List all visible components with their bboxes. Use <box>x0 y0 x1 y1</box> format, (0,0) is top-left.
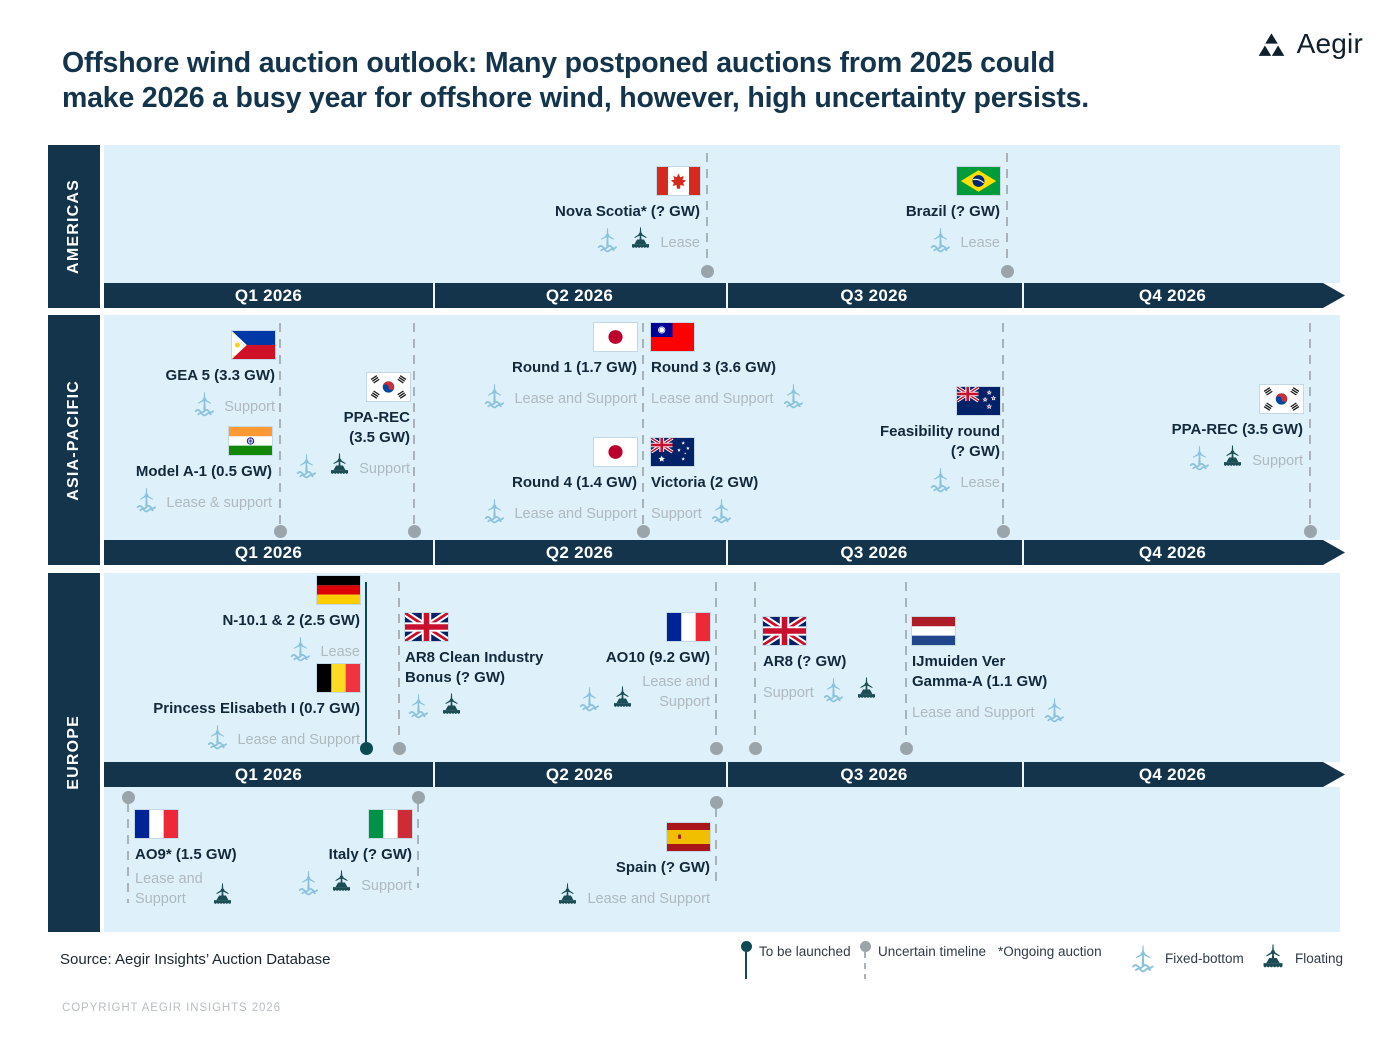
quarter-divider <box>433 540 435 565</box>
band-asia-pacific: ASIA-PACIFIC Q1 2026 Q2 2026 Q3 2026 Q4 202… <box>48 315 1347 565</box>
band-content <box>104 315 1340 540</box>
quarter-label-q4: Q4 2026 <box>1138 542 1207 562</box>
quarter-label-q1: Q1 2026 <box>234 542 303 562</box>
legend-uncertain-timeline: Uncertain timeline <box>859 941 986 979</box>
uncertain-timeline-dot <box>996 524 1010 538</box>
quarter-label-q2: Q2 2026 <box>545 285 614 305</box>
uncertain-timeline-line <box>641 323 645 524</box>
band-content <box>104 145 1340 283</box>
quarter-label-q1: Q1 2026 <box>234 285 303 305</box>
quarter-bar-americas: Q1 2026 Q2 2026 Q3 2026 Q4 2026 <box>104 283 1345 308</box>
title-line-1: Offshore wind auction outlook: Many post… <box>62 47 1056 79</box>
legend-to-be-launched: To be launched <box>740 941 851 979</box>
legend-fixed-bottom: Fixed-bottom <box>1128 943 1244 973</box>
quarter-divider <box>1022 540 1024 565</box>
uncertain-timeline-dot <box>709 741 723 755</box>
band-content-below <box>104 787 1340 932</box>
quarter-label-q2: Q2 2026 <box>545 764 614 784</box>
title-line-2: make 2026 a busy year for offshore wind,… <box>62 82 1089 114</box>
uncertain-timeline-dot <box>273 524 287 538</box>
quarter-bar-asia-pacific: Q1 2026 Q2 2026 Q3 2026 Q4 2026 <box>104 540 1345 565</box>
quarter-divider <box>433 762 435 787</box>
uncertain-timeline-line <box>714 808 718 888</box>
uncertain-timeline-marker-icon <box>859 941 871 979</box>
uncertain-timeline-line <box>1005 153 1009 265</box>
band-americas: AMERICAS Q1 2026 Q2 2026 Q3 2026 Q4 2026 <box>48 145 1347 308</box>
quarter-label-q3: Q3 2026 <box>840 764 908 784</box>
uncertain-timeline-line <box>1001 323 1005 524</box>
floating-turbine-icon <box>1258 943 1288 973</box>
quarter-bar-europe: Q1 2026 Q2 2026 Q3 2026 Q4 2026 <box>104 762 1345 787</box>
quarter-label-q2: Q2 2026 <box>545 542 614 562</box>
uncertain-timeline-line <box>714 582 718 742</box>
aegir-logo: Aegir <box>1255 28 1363 60</box>
uncertain-timeline-line <box>397 582 401 742</box>
region-sidebar-asia-pacific: ASIA-PACIFIC <box>48 315 100 565</box>
legend-ongoing-auction: *Ongoing auction <box>998 944 1102 959</box>
legend-floating: Floating <box>1258 943 1343 973</box>
region-label: EUROPE <box>65 715 82 790</box>
uncertain-timeline-line <box>126 803 130 903</box>
quarter-divider <box>1022 762 1024 787</box>
uncertain-timeline-dot <box>748 741 762 755</box>
to-be-launched-dot <box>359 741 373 755</box>
uncertain-timeline-dot <box>709 795 723 809</box>
uncertain-timeline-line <box>278 323 282 524</box>
region-label: AMERICAS <box>65 179 82 274</box>
quarter-label-q1: Q1 2026 <box>234 764 303 784</box>
aegir-triangles-icon <box>1255 32 1288 56</box>
uncertain-timeline-line <box>753 582 757 742</box>
uncertain-timeline-line <box>1308 323 1312 524</box>
quarter-label-q3: Q3 2026 <box>840 285 908 305</box>
copyright-note: COPYRIGHT AEGIR INSIGHTS 2026 <box>62 1002 281 1014</box>
legend: To be launched Uncertain timeline *Ongoi… <box>0 941 1387 993</box>
quarter-divider <box>1022 283 1024 308</box>
region-sidebar-americas: AMERICAS <box>48 145 100 308</box>
quarter-label-q4: Q4 2026 <box>1138 764 1207 784</box>
source-note: Source: Aegir Insights’ Auction Database <box>60 951 331 968</box>
uncertain-timeline-dot <box>636 524 650 538</box>
uncertain-timeline-dot <box>899 741 913 755</box>
quarter-divider <box>433 283 435 308</box>
uncertain-timeline-line <box>904 582 908 742</box>
quarter-label-q3: Q3 2026 <box>840 542 908 562</box>
band-europe: EUROPE Q1 2026 Q2 2026 Q3 2026 Q4 2026 <box>48 573 1347 932</box>
uncertain-timeline-dot <box>121 790 135 804</box>
aegir-logo-text: Aegir <box>1296 28 1363 59</box>
to-be-launched-marker-icon <box>740 941 752 979</box>
region-sidebar-europe: EUROPE <box>48 573 100 932</box>
quarter-divider <box>726 540 728 565</box>
fixed-bottom-turbine-icon <box>1128 943 1158 973</box>
uncertain-timeline-dot <box>392 741 406 755</box>
page-title: Offshore wind auction outlook: Many post… <box>62 46 1242 116</box>
band-content <box>104 573 1340 762</box>
quarter-divider <box>726 762 728 787</box>
region-label: ASIA-PACIFIC <box>65 379 82 501</box>
uncertain-timeline-line <box>705 153 709 265</box>
uncertain-timeline-dot <box>407 524 421 538</box>
quarter-divider <box>726 283 728 308</box>
uncertain-timeline-dot <box>1303 524 1317 538</box>
uncertain-timeline-line <box>416 803 420 888</box>
quarter-label-q4: Q4 2026 <box>1138 285 1207 305</box>
uncertain-timeline-dot <box>411 790 425 804</box>
uncertain-timeline-dot <box>1000 264 1014 278</box>
to-be-launched-line <box>364 582 368 742</box>
uncertain-timeline-dot <box>700 264 714 278</box>
uncertain-timeline-line <box>412 323 416 524</box>
